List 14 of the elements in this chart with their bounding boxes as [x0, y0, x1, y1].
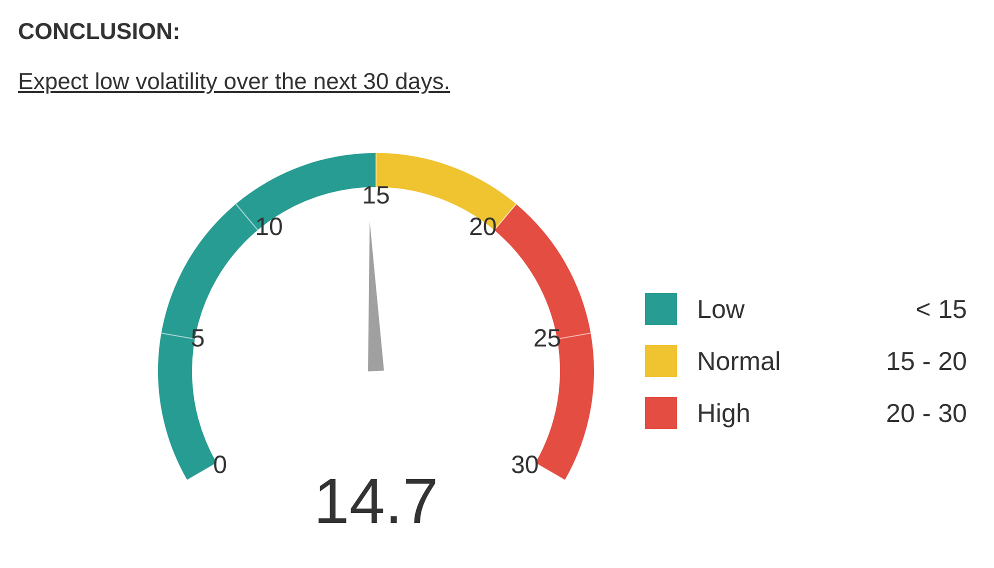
text: 20: [469, 212, 497, 241]
text: 0: [213, 451, 228, 479]
chart-subtitle: Expect low volatility over the next 30 days.: [18, 68, 450, 95]
text: 14.7: [314, 465, 438, 537]
text: 30: [511, 451, 539, 479]
text: < 15: [914, 294, 967, 324]
text: 15: [362, 182, 390, 210]
legend-label: Normal: [697, 346, 782, 376]
text: 20 - 30: [885, 398, 967, 428]
text: 10: [255, 212, 283, 241]
legend-label: High: [697, 398, 752, 428]
chart-title: CONCLUSION:: [18, 18, 180, 45]
text: 15 - 20: [885, 346, 967, 376]
legend-label: Low: [697, 294, 746, 324]
